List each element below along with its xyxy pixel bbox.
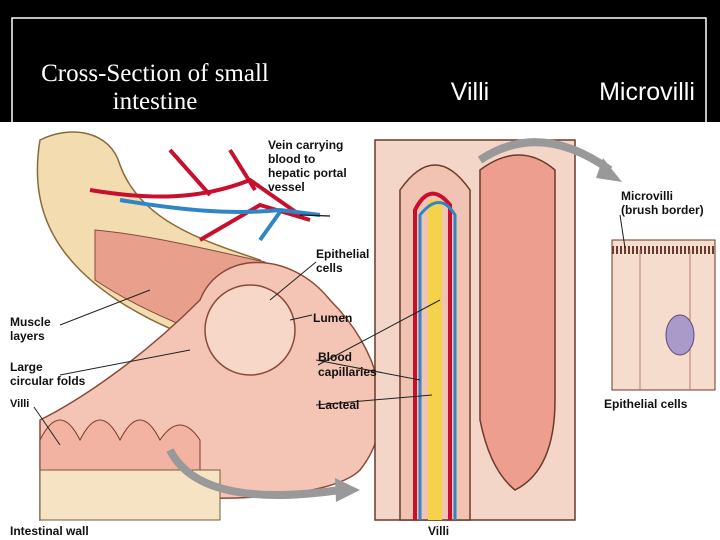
label: Intestinal wall	[10, 524, 89, 538]
label: capillaries	[318, 365, 377, 379]
label: Lacteal	[318, 398, 359, 412]
capillary	[418, 201, 457, 520]
villus	[479, 154, 556, 491]
nucleus	[665, 314, 695, 356]
lumen	[204, 284, 296, 376]
cells-panel	[611, 239, 716, 391]
label: Muscle	[10, 315, 51, 329]
label: Blood	[318, 350, 352, 364]
vessel-arrow	[299, 214, 331, 217]
artery	[89, 148, 311, 242]
label: hepatic portal	[268, 166, 347, 180]
label: Microvilli	[621, 189, 673, 203]
label: Large	[10, 360, 43, 374]
label: Epithelial	[316, 247, 369, 261]
label: Lumen	[313, 311, 352, 325]
label: (brush border)	[621, 203, 704, 217]
label: circular folds	[10, 374, 86, 388]
label: cells	[316, 261, 343, 275]
label: blood to	[268, 152, 315, 166]
gray-arrow	[166, 448, 341, 499]
cell-boundary	[639, 250, 691, 390]
header-microvilli: Microvilli	[599, 78, 695, 106]
lacteal	[428, 200, 442, 520]
header-title: Cross-Section of small	[41, 60, 269, 87]
label: Villi	[10, 398, 29, 410]
label: vessel	[268, 180, 305, 194]
label: Epithelial cells	[604, 397, 688, 411]
label: Vein carrying	[268, 138, 343, 152]
header-villi: Villi	[451, 78, 489, 106]
header-title: intestine	[113, 88, 198, 115]
header-frame	[11, 17, 707, 122]
gray-arrow-head	[596, 158, 622, 182]
capillary	[413, 191, 452, 520]
gray-arrow	[477, 138, 613, 174]
vein	[119, 198, 321, 242]
label: layers	[10, 329, 45, 343]
gray-arrow-head	[335, 478, 360, 502]
leader-line	[33, 214, 626, 446]
header-band	[0, 0, 720, 122]
label: Villi	[428, 524, 449, 538]
